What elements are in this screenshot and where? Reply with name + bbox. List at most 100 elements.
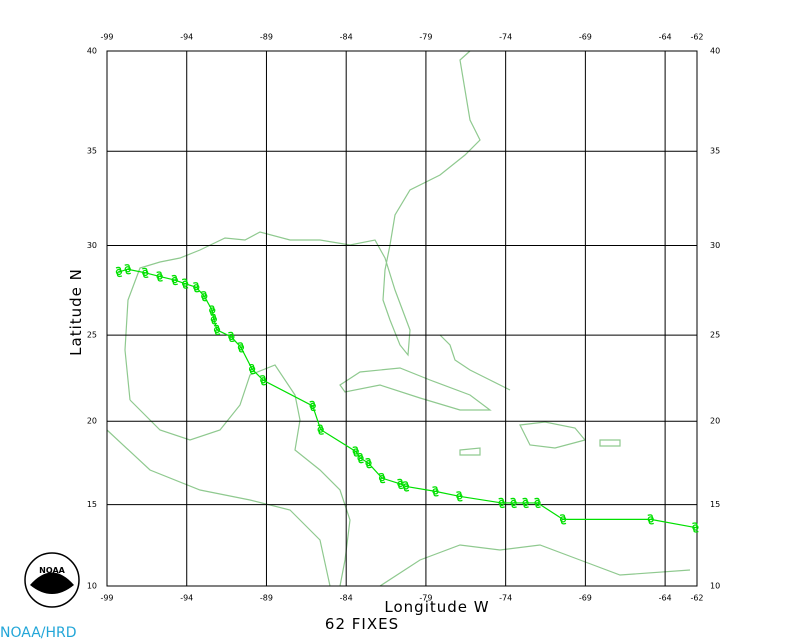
fix-marker bbox=[193, 284, 200, 291]
fix-marker bbox=[498, 499, 505, 507]
x-tick-label: -79 bbox=[419, 33, 432, 42]
y-tick-label: 40 bbox=[87, 47, 97, 56]
fix-marker-arms bbox=[124, 264, 131, 275]
fix-marker-arms bbox=[142, 267, 149, 278]
island bbox=[439, 334, 511, 391]
fix-marker-arms bbox=[201, 291, 208, 302]
fix-marker bbox=[352, 448, 359, 455]
x-axis-label: Longitude W bbox=[384, 598, 489, 616]
fix-marker bbox=[397, 480, 404, 488]
y-tick-label: 35 bbox=[710, 147, 720, 156]
fix-marker-arms bbox=[193, 282, 200, 293]
x-tick-label: -74 bbox=[499, 33, 512, 42]
y-tick-label: 15 bbox=[87, 500, 97, 509]
fix-marker-arms bbox=[115, 266, 123, 278]
y-tick-label: 25 bbox=[87, 331, 97, 340]
fix-marker-arms bbox=[317, 424, 324, 435]
fix-marker-arms bbox=[397, 478, 404, 490]
fix-marker-arms bbox=[156, 271, 163, 282]
x-tick-label: -62 bbox=[690, 594, 703, 603]
fix-marker-arms bbox=[213, 324, 221, 336]
fix-marker bbox=[237, 344, 245, 351]
x-tick-label: -62 bbox=[690, 33, 703, 42]
credit: NOAA/HRD bbox=[0, 625, 77, 640]
fix-marker bbox=[365, 460, 372, 467]
fix-marker bbox=[456, 493, 463, 500]
plot-frame bbox=[106, 50, 698, 587]
fix-marker-arms bbox=[402, 481, 410, 492]
x-tick-label: -79 bbox=[419, 594, 432, 603]
x-tick-label: -89 bbox=[260, 594, 273, 603]
fix-marker-arms bbox=[357, 453, 364, 464]
fix-marker-arms bbox=[456, 491, 463, 502]
x-tick-label: -84 bbox=[340, 594, 353, 603]
fix-marker bbox=[228, 333, 235, 341]
fix-marker bbox=[181, 280, 189, 287]
island bbox=[339, 367, 492, 411]
fix-marker-arms bbox=[181, 278, 189, 289]
fix-marker bbox=[260, 377, 267, 384]
x-tick-label: -64 bbox=[659, 594, 672, 603]
fix-marker-arms bbox=[692, 522, 699, 533]
fix-marker bbox=[510, 499, 517, 507]
fix-marker bbox=[534, 499, 541, 507]
fix-marker-arms bbox=[522, 497, 529, 509]
x-tick-label: -69 bbox=[579, 33, 592, 42]
logo-bird bbox=[30, 572, 74, 594]
x-tick-label: -99 bbox=[100, 33, 113, 42]
fix-count: 62 FIXES bbox=[325, 615, 399, 633]
y-tick-label: 10 bbox=[87, 582, 97, 591]
fix-marker bbox=[402, 483, 410, 490]
fix-marker bbox=[647, 516, 654, 523]
fix-marker-arms bbox=[647, 514, 654, 525]
fix-marker bbox=[248, 365, 256, 373]
fix-marker bbox=[209, 307, 216, 314]
fix-marker bbox=[522, 499, 529, 507]
x-tick-label: -94 bbox=[180, 594, 193, 603]
y-tick-label: 40 bbox=[710, 47, 720, 56]
fix-marker-arms bbox=[228, 331, 235, 343]
x-tick-label: -84 bbox=[340, 33, 353, 42]
y-tick-label: 30 bbox=[87, 241, 97, 250]
fix-marker-arms bbox=[352, 446, 359, 457]
x-tick-label: -89 bbox=[260, 33, 273, 42]
fix-marker-arms bbox=[378, 472, 386, 484]
fix-marker bbox=[124, 266, 131, 273]
fix-marker bbox=[432, 488, 439, 495]
fix-marker bbox=[692, 524, 699, 531]
y-tick-label: 10 bbox=[710, 582, 720, 591]
y-axis-label: Latitude N bbox=[67, 268, 85, 356]
fix-marker bbox=[213, 326, 221, 334]
fix-marker bbox=[171, 276, 178, 284]
fix-marker bbox=[317, 426, 324, 433]
x-tick-label: -74 bbox=[499, 594, 512, 603]
island bbox=[459, 447, 481, 456]
fix-marker bbox=[559, 516, 567, 523]
fix-marker-arms bbox=[309, 400, 316, 412]
fix-marker bbox=[156, 273, 163, 280]
fix-marker-arms bbox=[248, 363, 256, 375]
logo: NOAA bbox=[24, 552, 80, 608]
fix-marker-arms bbox=[534, 497, 541, 509]
coastline bbox=[379, 544, 691, 587]
y-tick-label: 20 bbox=[710, 417, 720, 426]
coastline bbox=[124, 50, 481, 401]
y-tick-label: 35 bbox=[87, 147, 97, 156]
fix-marker-arms bbox=[237, 342, 245, 353]
y-tick-label: 25 bbox=[710, 331, 720, 340]
logo-text: NOAA bbox=[39, 566, 65, 575]
fix-marker bbox=[357, 455, 364, 462]
fix-marker-arms bbox=[498, 497, 505, 509]
fix-marker bbox=[115, 268, 123, 276]
fix-marker bbox=[378, 474, 386, 482]
x-tick-label: -64 bbox=[659, 33, 672, 42]
x-tick-label: -94 bbox=[180, 33, 193, 42]
fix-marker-arms bbox=[365, 458, 372, 469]
y-tick-label: 30 bbox=[710, 241, 720, 250]
x-tick-label: -99 bbox=[100, 594, 113, 603]
fix-marker-arms bbox=[171, 274, 178, 286]
fix-marker bbox=[309, 402, 316, 410]
fix-marker-arms bbox=[510, 497, 517, 509]
y-tick-label: 20 bbox=[87, 417, 97, 426]
